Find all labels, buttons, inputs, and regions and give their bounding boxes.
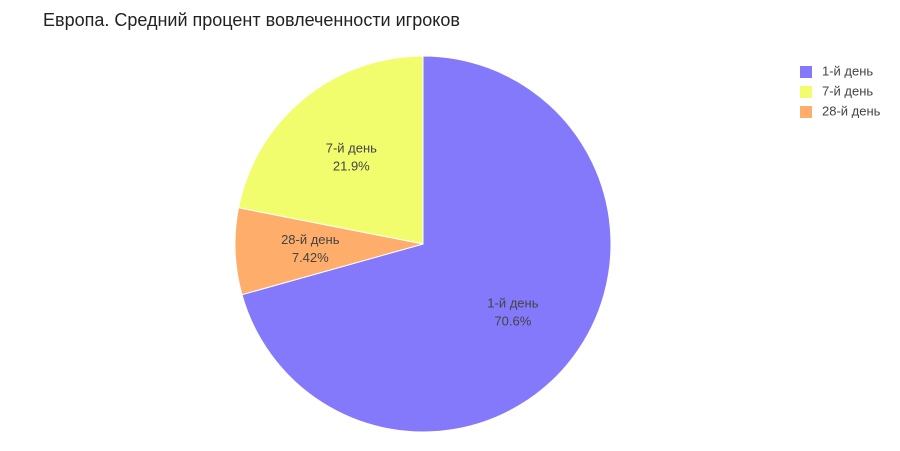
legend-label: 7-й день [822,83,873,98]
pie-slice [241,55,612,433]
legend-label: 1-й день [822,63,873,78]
slice-value: 70.6% [494,314,531,329]
slice-value: 7.42% [292,250,329,265]
chart-title: Европа. Средний процент вовлеченности иг… [43,10,460,30]
slice-label: 28-й день [281,232,340,247]
legend-label: 28-й день [822,103,881,118]
slice-label: 7-й день [326,140,377,155]
slice-value: 21.9% [333,158,370,173]
pie-slice [234,207,424,296]
legend-swatch [800,66,812,78]
slice-label: 1-й день [487,296,538,311]
legend-swatch [800,86,812,98]
legend-swatch [800,106,812,118]
pie-slice [237,55,424,245]
